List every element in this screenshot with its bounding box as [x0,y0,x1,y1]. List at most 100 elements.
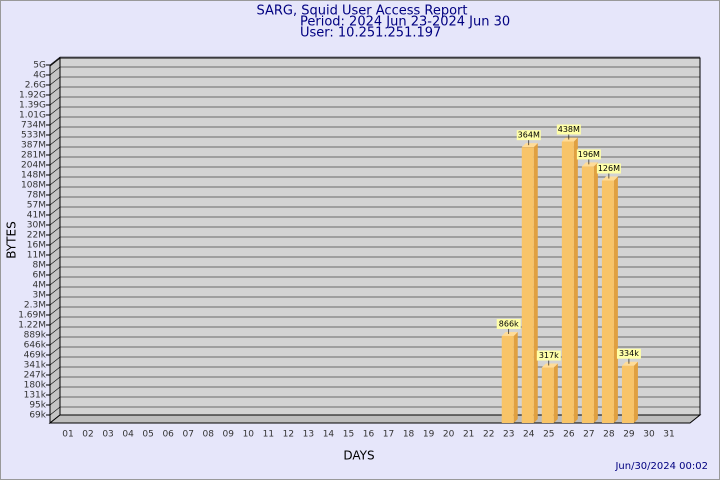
x-tick-label: 01 [62,430,73,440]
y-tick-label: 1.22M [18,321,46,331]
grid-line [49,116,700,126]
bar [541,367,554,423]
grid-line [49,56,700,66]
x-tick-label: 29 [623,430,635,440]
grid-line [49,86,700,96]
chart-title: SARG, Squid User Access Report [257,4,468,19]
y-tick-label: 16M [27,241,46,251]
grid-line [49,166,700,176]
x-tick-label: 09 [223,430,235,440]
subtitle: User: 10.251.251.197 [300,26,441,41]
y-tick-label: 889k [24,331,47,341]
label-box [536,350,561,361]
y-tick-label: 204M [21,161,46,171]
y-tick-label: 5G [33,61,46,71]
grid-line [49,356,700,366]
x-tick-label: 12 [283,430,294,440]
label-box [616,348,641,359]
data-label: 364M [518,131,540,140]
grid-line [49,306,700,316]
y-tick-label: 646k [24,341,47,351]
bar [601,180,614,423]
label-box [576,149,601,160]
grid-line [49,126,700,136]
x-tick-label: 27 [583,430,594,440]
x-tick-label: 23 [503,430,514,440]
y-tick-label: 341k [24,361,47,371]
x-tick-label: 25 [543,430,554,440]
y-tick-label: 281M [21,151,46,161]
bar-side [513,331,518,423]
y-tick-label: 108M [21,181,46,191]
x-tick-label: 04 [122,430,134,440]
bar-top [501,331,518,336]
y-tick-label: 148M [21,171,46,181]
data-label: 317k [539,351,559,360]
y-tick-label: 1.39G [19,101,46,111]
label-box [556,124,581,135]
bar-side [633,361,638,423]
bar [621,365,634,423]
y-tick-label: 8M [33,261,47,271]
grid-line [49,226,700,236]
y-tick-label: 387M [21,141,46,151]
x-tick-label: 19 [423,430,435,440]
subtitle: Period: 2024 Jun 23-2024 Jun 30 [300,15,510,30]
data-label: 126M [598,164,620,173]
grid-line [49,406,700,416]
y-tick-label: 22M [27,231,46,241]
grid-line [49,396,700,406]
bar-top [621,361,638,366]
y-tick-label: 4M [33,281,47,291]
x-tick-label: 26 [563,430,575,440]
grid-line [49,186,700,196]
grid-line [49,156,700,166]
grid-line [49,66,700,76]
grid-line [49,366,700,376]
back-frame [59,57,701,416]
x-tick-label: 15 [343,430,354,440]
bar-side [573,137,578,424]
grid-line [49,96,700,106]
y-tick-label: 95k [29,401,46,411]
bar-top [541,363,558,368]
x-tick-label: 17 [383,430,394,440]
y-tick-label: 734M [21,121,46,131]
x-tick-label: 14 [323,430,335,440]
x-tick-label: 10 [243,430,255,440]
data-label: 196M [578,150,600,159]
grid-line [49,76,700,86]
grid-line [49,286,700,296]
grid-line [49,136,700,146]
label-box [596,163,621,174]
y-tick-label: 6M [33,271,47,281]
x-axis-label: DAYS [343,449,374,463]
x-tick-label: 22 [483,430,494,440]
x-tick-label: 18 [403,430,415,440]
y-tick-label: 2.3M [24,301,46,311]
y-tick-label: 69k [29,411,46,421]
y-tick-label: 11M [27,251,46,261]
bar [581,166,594,423]
grid-line [49,276,700,286]
y-tick-label: 469k [24,351,47,361]
y-tick-label: 180k [24,381,47,391]
grid-line [49,386,700,396]
y-tick-label: 1.01G [19,111,46,121]
y-tick-label: 78M [27,191,46,201]
grid-line [49,196,700,206]
y-tick-label: 131k [24,391,47,401]
footer: Jun/30/2024 00:02 [614,461,708,472]
x-tick-label: 31 [663,430,674,440]
y-tick-label: 41M [27,211,46,221]
y-tick-label: 3M [33,291,47,301]
data-label: 866k [499,319,519,328]
bar [501,335,514,423]
grid-line [49,376,700,386]
y-tick-label: 30M [27,221,46,231]
y-tick-label: 4G [33,71,46,81]
grid-line [49,316,700,326]
grid-line [49,246,700,256]
bar-side [533,143,538,424]
